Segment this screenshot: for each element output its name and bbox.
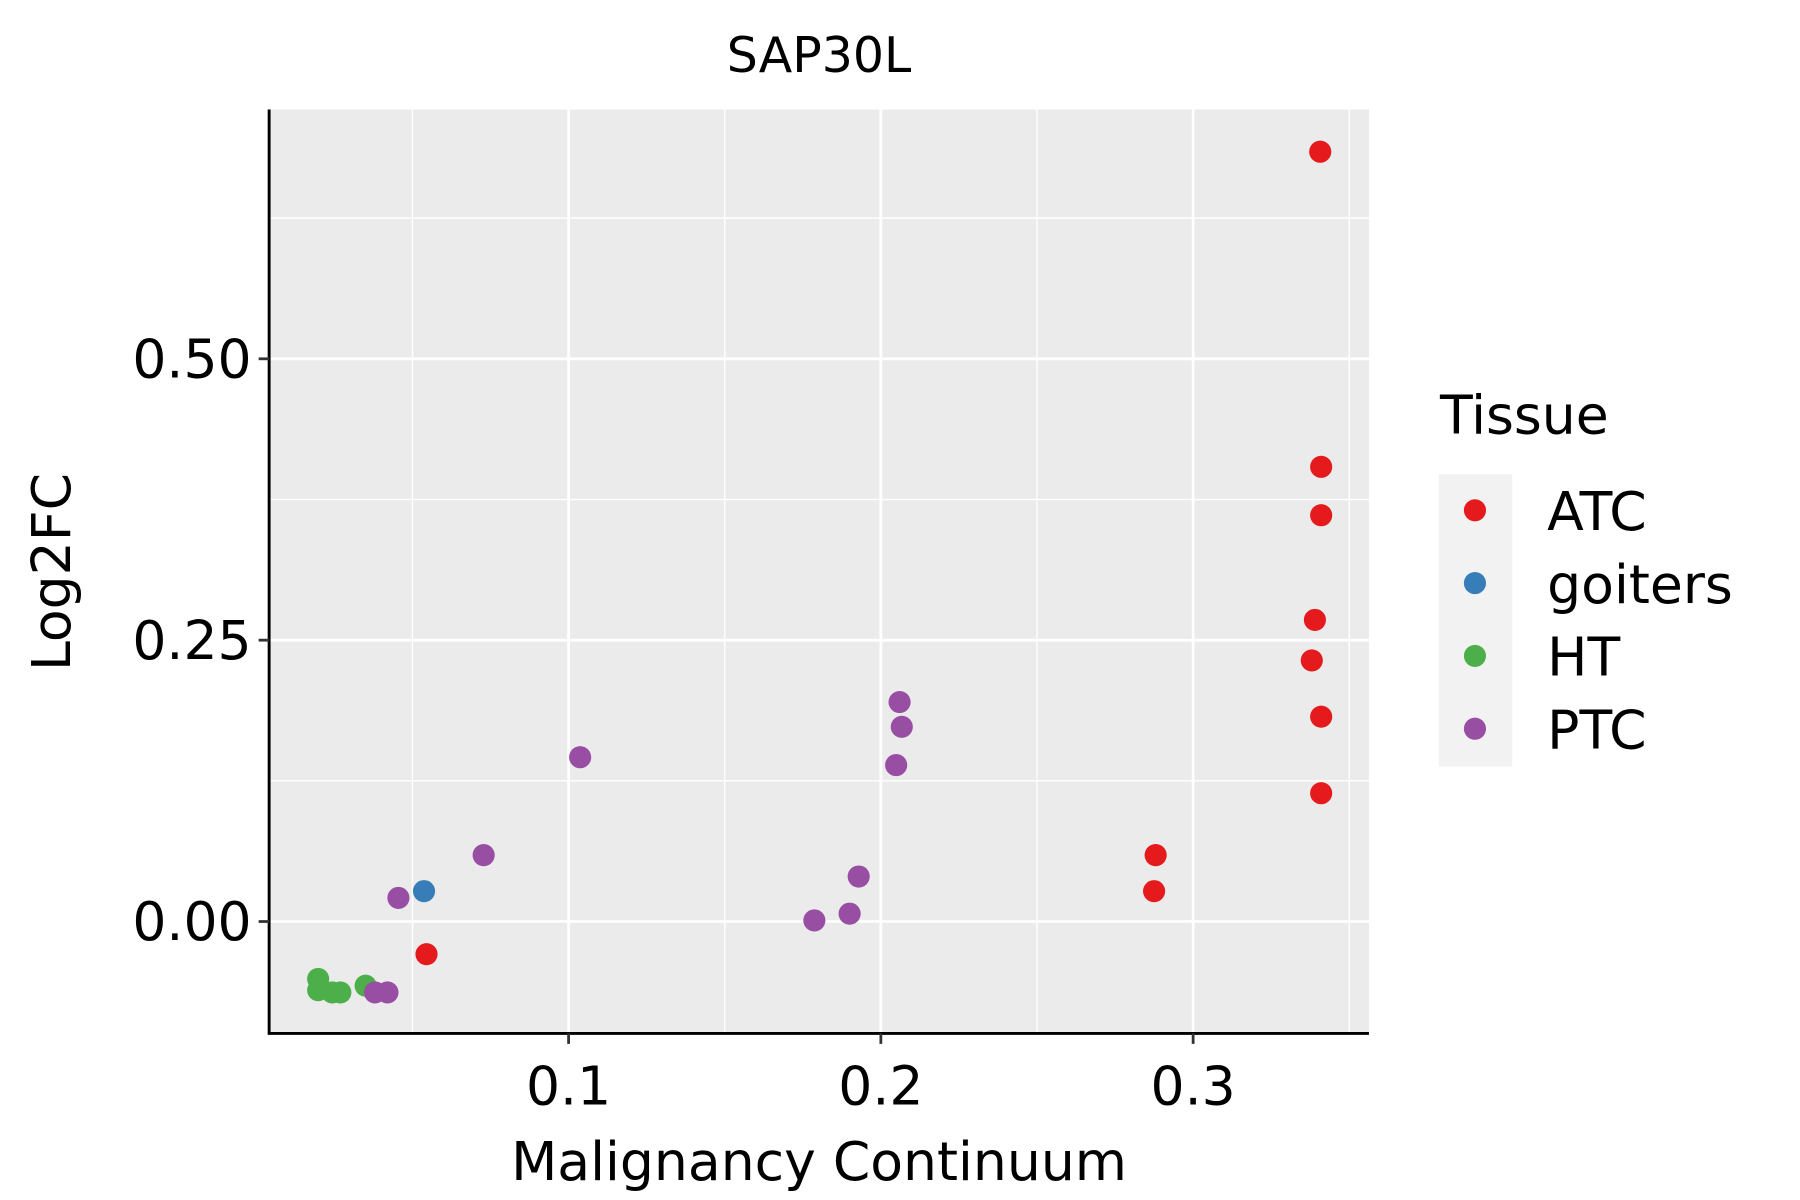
legend: Tissue ATC goiters HT PTC (1438, 383, 1733, 767)
data-point-ptc (890, 715, 913, 738)
data-point-atc (1303, 608, 1326, 631)
y-tick-label: 0.50 (132, 327, 251, 390)
plot-panel (269, 109, 1369, 1034)
data-point-ptc (885, 754, 908, 777)
legend-label-ht: HT (1547, 626, 1620, 689)
data-point-ptc (803, 909, 826, 932)
data-point-ptc (472, 844, 495, 867)
data-point-ptc (569, 746, 592, 769)
data-point-ptc (838, 902, 861, 925)
data-point-ptc (888, 690, 911, 714)
chart-title: SAP30L (727, 27, 911, 84)
legend-label-atc: ATC (1547, 480, 1647, 543)
x-tick-label: 0.2 (838, 1054, 923, 1117)
ticks: 0.1 0.2 0.3 0.00 0.25 0.50 (132, 327, 1235, 1117)
data-point-ht (329, 981, 352, 1004)
data-point-atc (1310, 455, 1333, 478)
legend-title: Tissue (1439, 383, 1609, 446)
data-point-atc (1310, 782, 1333, 805)
x-axis-label: Malignancy Continuum (511, 1130, 1127, 1193)
data-point-atc (1310, 705, 1333, 728)
data-point-ptc (847, 865, 870, 888)
y-axis-label: Log2FC (20, 473, 83, 671)
x-tick-label: 0.3 (1151, 1054, 1236, 1117)
points (307, 140, 1333, 1004)
data-point-atc (1144, 844, 1167, 867)
data-point-atc (1143, 880, 1166, 903)
legend-key-ht (1463, 644, 1487, 667)
legend-key-ptc (1463, 717, 1487, 740)
data-point-atc (1310, 504, 1333, 527)
data-point-goiters (412, 880, 436, 903)
data-point-atc (415, 943, 438, 966)
y-tick-label: 0.25 (132, 609, 251, 672)
legend-label-ptc: PTC (1547, 699, 1646, 762)
legend-key-atc (1463, 499, 1487, 522)
data-point-atc (1309, 140, 1332, 163)
data-point-ptc (376, 981, 399, 1004)
y-tick-label: 0.00 (132, 890, 251, 953)
data-point-atc (1300, 649, 1323, 672)
x-tick-label: 0.1 (526, 1054, 611, 1117)
legend-label-goiters: goiters (1547, 553, 1733, 616)
data-point-ptc (387, 886, 410, 909)
legend-key-goiters (1463, 572, 1487, 595)
